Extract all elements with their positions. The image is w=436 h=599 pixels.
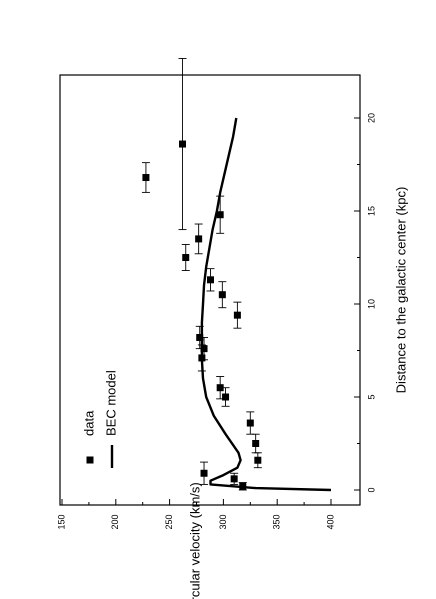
x-tick-label: 10 <box>366 299 376 309</box>
data-point <box>216 211 224 219</box>
data-point <box>239 482 247 490</box>
data-point <box>200 345 208 353</box>
y-axis-title: Circular velocity (km/s) <box>187 482 202 599</box>
data-point <box>179 140 187 148</box>
x-tick-label: 15 <box>366 206 376 216</box>
x-tick-label: 0 <box>366 487 376 492</box>
y-tick-label: 250 <box>164 514 174 529</box>
plot-frame <box>59 74 361 506</box>
legend: data BEC model <box>81 370 118 468</box>
legend-model-label: BEC model <box>103 370 118 436</box>
x-tick-label: 5 <box>366 394 376 399</box>
data-point <box>200 469 208 477</box>
y-tick-label: 300 <box>218 514 228 529</box>
y-tick-label: 400 <box>325 514 335 529</box>
data-point <box>246 419 254 427</box>
data-point <box>252 440 260 447</box>
data-point <box>206 276 214 284</box>
legend-data-marker <box>86 456 94 464</box>
data-point <box>216 384 224 392</box>
x-tick-label: 20 <box>366 113 376 123</box>
data-point <box>233 311 241 319</box>
legend-data-label: data <box>81 410 96 436</box>
data-point <box>230 475 238 483</box>
x-axis-title: Distance to the galactic center (kpc) <box>393 187 408 394</box>
data-point <box>182 254 190 261</box>
y-tick-label: 350 <box>272 514 282 529</box>
model-line <box>200 117 332 492</box>
data-point <box>222 393 230 401</box>
y-tick-label: 150 <box>56 514 66 529</box>
y-tick-label: 200 <box>110 514 120 529</box>
data-point <box>142 174 150 182</box>
data-point <box>254 456 262 464</box>
data-point <box>218 291 226 299</box>
data-point <box>195 235 203 243</box>
data-point <box>198 354 206 362</box>
data-point <box>196 333 204 341</box>
